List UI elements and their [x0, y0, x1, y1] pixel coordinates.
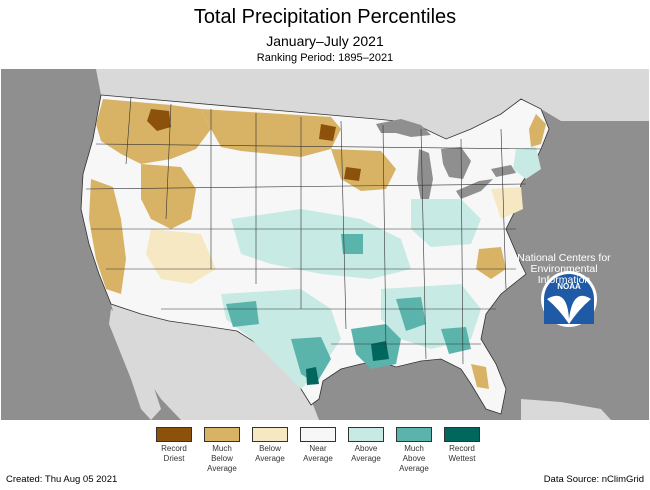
- record-dry-north-dakota: [319, 124, 336, 141]
- legend-swatch: [204, 427, 240, 442]
- precipitation-map: NOAA: [1, 69, 649, 420]
- record-wet-texas: [306, 367, 319, 385]
- wet-ohio-valley: [411, 199, 481, 247]
- below-southwest: [146, 229, 216, 284]
- lake-michigan: [417, 149, 433, 201]
- much-wet-new-mexico: [226, 301, 259, 327]
- legend-item-much-above: Much Above Average: [390, 427, 438, 474]
- legend-item-much-below: Much Below Average: [198, 427, 246, 474]
- legend-item-below: Below Average: [246, 427, 294, 464]
- cuba-region: [521, 399, 611, 420]
- dry-pacific-northwest: [96, 99, 211, 164]
- baja-peninsula: [109, 309, 161, 420]
- legend-item-record-driest: Record Driest: [150, 427, 198, 464]
- noaa-logo-text: NOAA: [557, 282, 581, 291]
- legend-swatch: [300, 427, 336, 442]
- legend-item-near: Near Average: [294, 427, 342, 464]
- record-dry-montana: [147, 109, 171, 131]
- state-boundaries: [85, 96, 542, 365]
- lake-ontario: [491, 165, 516, 177]
- map-title: Total Precipitation Percentiles: [193, 6, 457, 28]
- ranking-period: Ranking Period: 1895–2021: [256, 52, 394, 64]
- much-wet-texas-coast: [291, 337, 331, 384]
- legend-label: Much Below Average: [207, 444, 237, 473]
- legend-swatch: [252, 427, 288, 442]
- record-dry-minnesota: [344, 167, 361, 181]
- dry-maine: [529, 114, 546, 147]
- wet-central-plains: [231, 209, 411, 279]
- much-wet-georgia: [441, 327, 471, 354]
- legend-label: Record Wettest: [448, 444, 476, 463]
- legend-swatch: [396, 427, 432, 442]
- dry-florida-gulf: [471, 364, 489, 389]
- much-wet-mississippi: [396, 297, 426, 331]
- dry-great-basin: [141, 164, 196, 229]
- created-date: Created: Thu Aug 05 2021: [6, 474, 118, 485]
- ncei-caption-line: National Centers for: [517, 252, 611, 264]
- lake-erie: [456, 179, 493, 199]
- legend-item-above: Above Average: [342, 427, 390, 464]
- legend-swatch: [156, 427, 192, 442]
- dry-northern-plains: [201, 109, 341, 157]
- map-period: January–July 2021: [266, 33, 384, 49]
- ncei-caption-line: Information: [537, 274, 591, 286]
- below-northeast: [491, 187, 523, 219]
- noaa-logo-bird: [547, 295, 591, 324]
- dry-california: [89, 179, 126, 294]
- noaa-logo: NOAA: [541, 271, 597, 327]
- ncei-caption: National Centers for Environmental Infor…: [512, 253, 616, 286]
- legend-label: Near Average: [303, 444, 333, 463]
- dry-mid-atlantic: [476, 247, 506, 279]
- legend-label: Above Average: [351, 444, 381, 463]
- wet-new-england: [513, 147, 541, 179]
- lake-huron: [441, 147, 471, 179]
- lake-superior: [376, 119, 431, 137]
- mexico-region: [111, 304, 319, 420]
- record-wet-louisiana: [371, 341, 389, 361]
- legend-label: Much Above Average: [399, 444, 429, 473]
- legend-swatch: [348, 427, 384, 442]
- ncei-caption-line: Environmental: [530, 263, 598, 275]
- legend-label: Below Average: [255, 444, 285, 463]
- much-wet-missouri: [341, 234, 363, 254]
- legend: Record Driest Much Below Average Below Avera…: [150, 427, 490, 479]
- data-source: Data Source: nClimGrid: [543, 474, 644, 485]
- legend-item-record-wettest: Record Wettest: [438, 427, 486, 464]
- legend-label: Record Driest: [161, 444, 187, 463]
- legend-swatch: [444, 427, 480, 442]
- map-canvas: [1, 69, 649, 420]
- canada-region: [1, 69, 649, 139]
- dry-upper-midwest: [331, 149, 396, 191]
